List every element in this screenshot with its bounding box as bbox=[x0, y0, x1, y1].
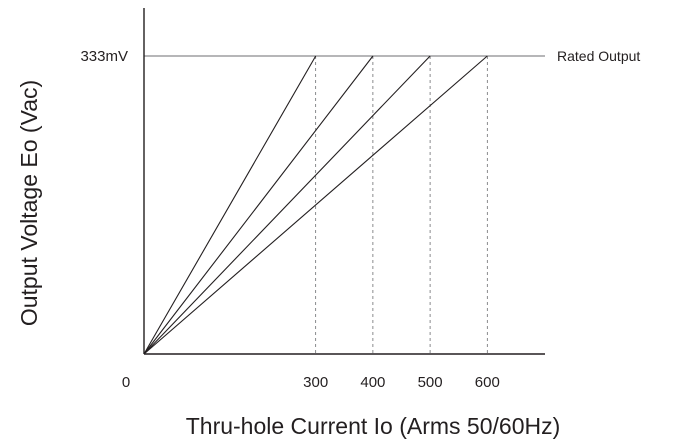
y-axis-title: Output Voltage Eo (Vac) bbox=[16, 80, 42, 326]
axes-layer bbox=[143, 8, 545, 355]
x-tick-label-600: 600 bbox=[475, 374, 500, 391]
labels-layer: Rated Output 300 400 500 600 0 333mV bbox=[80, 48, 640, 391]
origin-label: 0 bbox=[122, 374, 130, 391]
x-tick-label-300: 300 bbox=[303, 374, 328, 391]
x-tick-label-400: 400 bbox=[360, 374, 385, 391]
rated-output-label: Rated Output bbox=[557, 48, 640, 64]
series-line-3 bbox=[143, 55, 431, 355]
grid-layer bbox=[315, 56, 488, 354]
series-layer bbox=[143, 55, 488, 355]
x-tick-label-500: 500 bbox=[418, 374, 443, 391]
x-axis-title: Thru-hole Current Io (Arms 50/60Hz) bbox=[186, 413, 561, 439]
series-line-1 bbox=[143, 55, 317, 355]
series-line-4 bbox=[143, 55, 488, 355]
series-line-2 bbox=[143, 55, 374, 355]
y-tick-label-333mV: 333mV bbox=[80, 48, 128, 65]
